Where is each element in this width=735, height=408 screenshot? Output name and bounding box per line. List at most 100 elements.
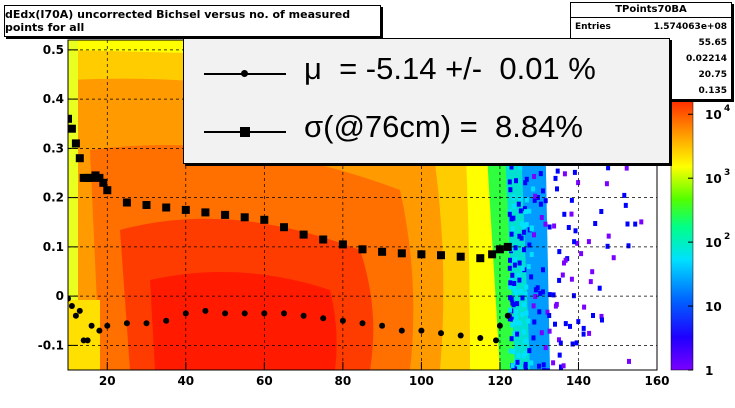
heatmap-bin (557, 249, 562, 255)
x-tick-label: 100 (409, 374, 434, 388)
colorbar-tick-label: 1 (705, 364, 713, 378)
heatmap-bin (523, 363, 528, 369)
heatmap-bin (533, 294, 538, 299)
heatmap-bin (515, 359, 520, 365)
heatmap-bin (538, 201, 543, 207)
heatmap-bin (568, 323, 572, 329)
heatmap-bin (563, 321, 568, 327)
heatmap-bin (532, 197, 537, 203)
heatmap-bin (531, 303, 536, 309)
heatmap-bin (553, 321, 557, 327)
heatmap-bin (562, 171, 567, 177)
heatmap-bin (541, 362, 546, 368)
y-tick-label: 0.2 (43, 191, 64, 205)
mu-point (143, 320, 150, 327)
x-tick-label: 40 (177, 374, 194, 388)
heatmap-bin (575, 240, 580, 246)
heatmap-bin (517, 260, 522, 266)
heatmap-bin (521, 229, 526, 235)
heatmap-bin (563, 257, 568, 263)
heatmap-bin (576, 319, 581, 325)
heatmap-bin (573, 228, 578, 234)
heatmap-bin (538, 171, 543, 177)
heatmap-bin (516, 201, 521, 207)
heatmap-bin (511, 215, 516, 221)
heatmap-bin (512, 262, 517, 268)
sigma-point (68, 124, 76, 133)
sigma-point (299, 230, 308, 239)
heatmap-bin (535, 285, 540, 291)
mu-point (300, 312, 307, 319)
heatmap-bin (508, 187, 513, 193)
heatmap-bin (510, 322, 515, 328)
mu-point (398, 327, 405, 334)
heatmap-bin (623, 202, 628, 208)
heatmap-bin (537, 363, 541, 369)
series-layer (68, 114, 512, 344)
heatmap-bin (516, 272, 521, 278)
heatmap-bin (518, 367, 523, 370)
heatmap-bin (624, 165, 629, 171)
mu-point (104, 322, 111, 329)
heatmap-bin (552, 223, 557, 229)
heatmap-bin (524, 176, 529, 182)
heatmap-bin (513, 257, 518, 262)
heatmap-bin (507, 209, 512, 215)
heatmap-bin (532, 232, 536, 238)
sigma-point (358, 245, 367, 254)
sigma-point (338, 240, 347, 249)
mu-point (496, 322, 503, 329)
sigma-point (99, 178, 108, 187)
heatmap-bin (555, 168, 560, 174)
x-tick-label: 60 (256, 374, 273, 388)
stats-row: 55.65 (575, 36, 727, 50)
heatmap-bin (581, 325, 586, 331)
heatmap-bin (569, 276, 574, 282)
heatmap-bin (508, 257, 512, 263)
mu-point (163, 317, 170, 324)
heatmap-bin (521, 329, 526, 335)
heatmap-bin (526, 264, 531, 270)
heatmap-bin (518, 208, 523, 214)
sigma-point (240, 213, 249, 222)
legend-mu-text: μ = -5.14 +/- 0.01 % (304, 51, 596, 86)
mu-point (68, 295, 71, 302)
heatmap-bin (524, 310, 529, 316)
heatmap-bin (543, 345, 548, 351)
mu-point (477, 335, 484, 341)
legend-sigma-text: σ(@76cm) = 8.84% (304, 109, 583, 144)
stats-value: 0.135 (698, 86, 727, 96)
mu-point (261, 310, 268, 317)
sigma-point (103, 186, 112, 195)
mu-point (68, 303, 75, 309)
y-tick-label: 0.4 (43, 92, 64, 106)
heatmap-bin (523, 291, 528, 297)
heatmap-bin (538, 290, 543, 296)
heatmap-bin (522, 247, 526, 253)
heatmap-bin (555, 186, 559, 192)
heatmap-bin (545, 368, 550, 370)
y-tick-label: 0.1 (43, 240, 64, 254)
heatmap-bin (509, 336, 514, 342)
sigma-point (495, 245, 504, 254)
heatmap-bin (572, 169, 577, 175)
heatmap-bin (510, 226, 515, 232)
colorbar-tick-exponent: 3 (724, 168, 730, 178)
heatmap-bin (539, 330, 544, 336)
heatmap-bin (517, 233, 522, 239)
mu-point (379, 322, 386, 329)
heatmap-bin (579, 251, 584, 257)
heatmap-bin (508, 307, 512, 313)
heatmap-bin (604, 181, 609, 187)
heatmap-bin (514, 314, 519, 320)
heatmap-bin (606, 233, 611, 239)
sigma-point (75, 154, 84, 163)
heatmap-bin (547, 292, 552, 298)
heatmap-bin (526, 370, 530, 375)
sigma-point (476, 254, 485, 263)
sigma-point (201, 208, 210, 217)
heatmap-bin (524, 367, 528, 370)
heatmap-bin (520, 312, 525, 318)
heatmap-bin (605, 243, 610, 249)
heatmap-bin (562, 260, 566, 266)
